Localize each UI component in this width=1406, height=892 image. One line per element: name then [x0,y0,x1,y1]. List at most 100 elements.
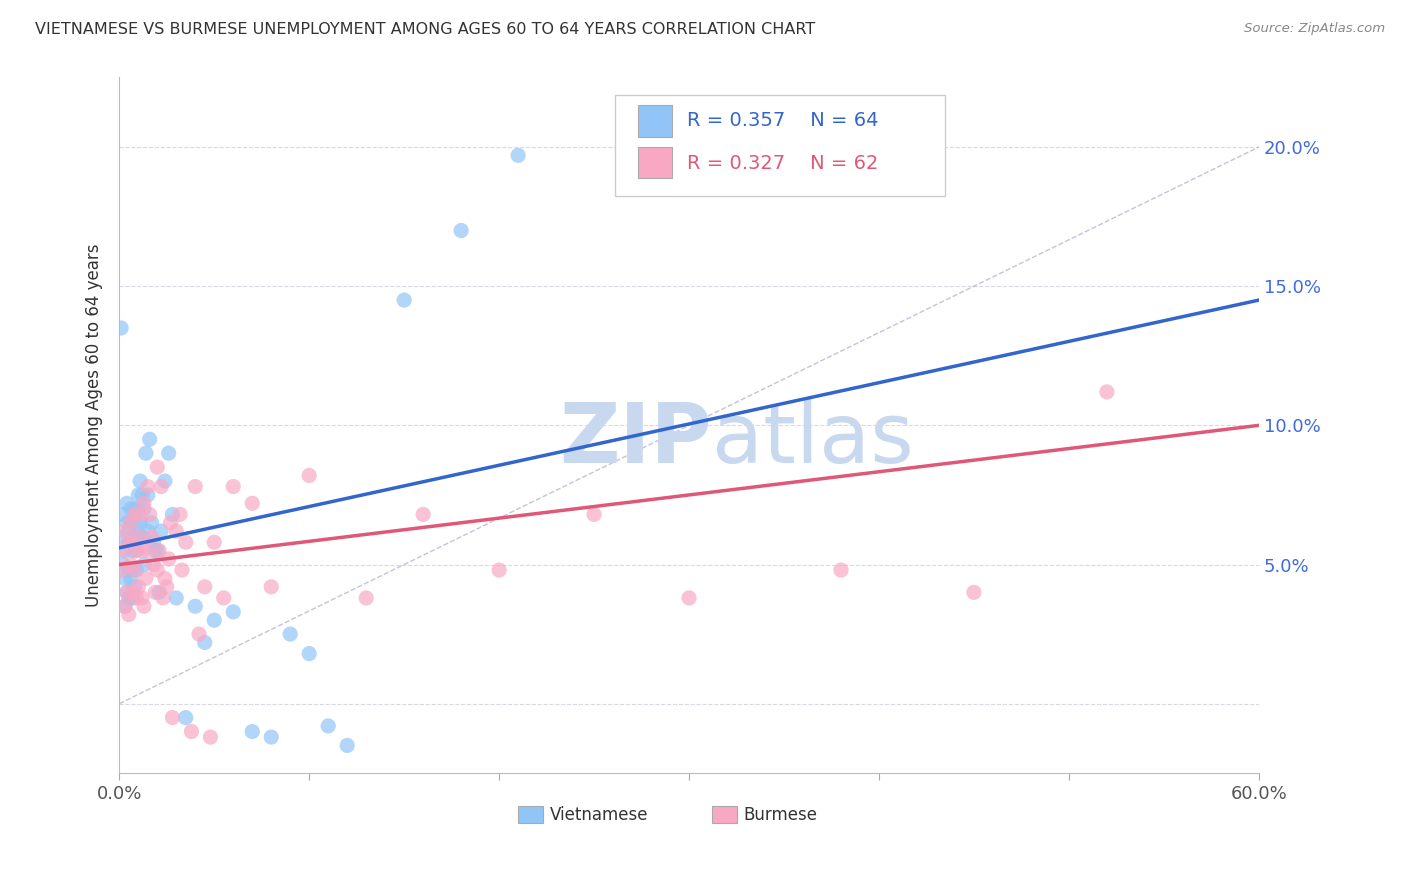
Point [115,516,138,530]
Point [583,508,606,522]
Point [212,591,235,605]
Point [124,508,146,522]
Point [120,501,142,516]
Point [170,563,193,577]
Point [124,501,146,516]
Point [146,543,169,558]
Point [260,580,283,594]
Point [136,480,159,494]
Point [136,524,159,538]
Point [174,710,197,724]
Point [118,535,141,549]
Point [132,599,155,614]
Point [118,607,141,622]
Point [184,480,207,494]
Point [125,516,148,530]
Point [298,647,321,661]
Point [131,530,153,544]
Text: Burmese: Burmese [744,806,818,824]
Point [114,543,136,558]
Point [159,516,181,530]
Point [222,480,245,494]
Point [125,563,148,577]
Point [165,524,187,538]
Point [127,530,149,544]
Point [121,591,143,605]
Point [202,535,225,549]
Point [120,558,142,572]
Point [142,558,165,572]
Point [141,516,163,530]
Point [141,530,163,544]
Point [165,591,187,605]
FancyBboxPatch shape [638,105,672,136]
Point [114,571,136,585]
Point [127,488,149,502]
Point [115,496,138,510]
Point [118,524,141,538]
Point [202,613,225,627]
Point [143,585,166,599]
Point [148,585,170,599]
Point [112,508,135,522]
Point [121,543,143,558]
Point [110,530,132,544]
Point [153,571,176,585]
Point [127,580,149,594]
Point [112,543,135,558]
Point [121,535,143,549]
Point [129,508,152,522]
Point [118,563,141,577]
Point [110,563,132,577]
Point [240,496,263,510]
Point [200,730,222,744]
Point [392,293,415,307]
Point [132,501,155,516]
FancyBboxPatch shape [711,806,737,823]
Point [152,591,174,605]
Point [150,524,173,538]
Point [240,724,263,739]
Point [114,599,136,614]
Point [488,563,510,577]
Point [138,432,160,446]
Text: Source: ZipAtlas.com: Source: ZipAtlas.com [1244,22,1385,36]
Point [142,535,165,549]
Y-axis label: Unemployment Among Ages 60 to 64 years: Unemployment Among Ages 60 to 64 years [86,244,103,607]
Point [180,724,202,739]
Point [129,474,152,488]
Point [157,446,180,460]
Point [135,571,157,585]
Point [188,627,211,641]
Point [156,580,179,594]
Point [121,530,143,544]
Point [162,710,184,724]
Point [120,571,142,585]
Text: R = 0.357    N = 64: R = 0.357 N = 64 [686,112,879,130]
Point [121,585,143,599]
Point [354,591,377,605]
Point [124,563,146,577]
Point [118,535,141,549]
Point [222,605,245,619]
Point [115,585,138,599]
Point [124,535,146,549]
Point [150,480,173,494]
Point [260,730,283,744]
Point [336,739,359,753]
Point [135,446,157,460]
Text: ZIP: ZIP [560,399,711,480]
FancyBboxPatch shape [614,95,945,195]
Point [412,508,434,522]
Point [114,599,136,614]
Point [115,585,138,599]
Point [298,468,321,483]
Point [132,496,155,510]
Point [830,563,852,577]
Point [157,552,180,566]
Point [316,719,339,733]
Point [174,535,197,549]
Point [963,585,986,599]
Point [136,543,159,558]
Point [125,543,148,558]
